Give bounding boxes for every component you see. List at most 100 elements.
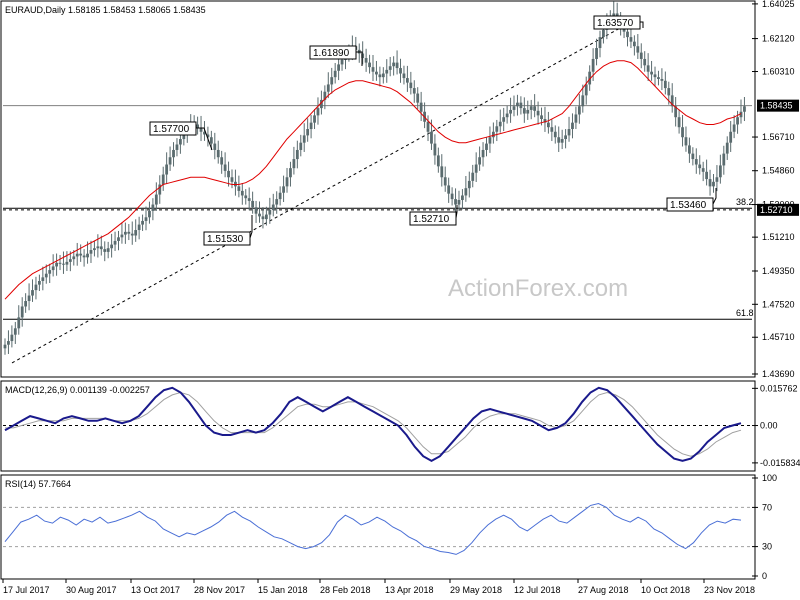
candle-body (134, 230, 138, 236)
candle-body (330, 77, 334, 85)
candle-body (295, 149, 299, 160)
candle-body (722, 153, 726, 166)
candle-body (560, 139, 564, 143)
candle-body (158, 184, 162, 195)
rsi-line (4, 502, 742, 555)
candle-body (660, 78, 664, 81)
candle-body (505, 113, 509, 118)
candle-body (292, 159, 296, 169)
candle-body (172, 149, 175, 158)
candle-body (13, 328, 17, 335)
candle-body (632, 41, 636, 47)
candle-body (247, 198, 251, 201)
candle-body (474, 164, 478, 173)
candle-body (708, 179, 712, 187)
candle-body (316, 108, 320, 116)
candle-body (302, 135, 306, 143)
candle-body (450, 193, 454, 200)
candle-body (3, 344, 7, 349)
candle-body (729, 131, 733, 143)
rsi-tick-label: 100 (762, 473, 777, 483)
candle-body (574, 114, 578, 123)
x-tick-label: 30 Aug 2017 (66, 585, 117, 595)
candle-body (340, 59, 344, 65)
current-price-label: 1.58435 (760, 101, 793, 111)
x-tick-label: 13 Apr 2018 (385, 585, 434, 595)
candle-body (278, 192, 282, 200)
x-tick-label: 23 Nov 2018 (704, 585, 755, 595)
candle-body (24, 301, 28, 307)
candle-body (553, 131, 557, 138)
candle-body (175, 144, 179, 150)
candle-body (165, 164, 169, 175)
macd-title: MACD(12,26,9) 0.001139 -0.002257 (5, 385, 150, 395)
candle-body (684, 137, 688, 146)
candle-body (526, 109, 530, 114)
candle-body (203, 131, 206, 135)
candle-body (79, 253, 83, 256)
price-tick-label: 1.62120 (762, 34, 795, 44)
candle-body (643, 58, 647, 66)
candle-body (701, 168, 705, 172)
candle-body (271, 204, 275, 211)
candle-body (123, 231, 127, 235)
annotation-leader (249, 215, 253, 239)
candle-body (650, 71, 653, 75)
macd-tick-label: 0.00 (760, 421, 778, 431)
candle-body (99, 246, 103, 250)
candle-body (405, 78, 409, 83)
candle-body (602, 29, 605, 38)
candle-body (264, 214, 268, 220)
macd-plot: 0.015762 0.00 -0.015834 (3, 383, 800, 468)
candle-body (471, 172, 475, 181)
candle-body (240, 190, 244, 196)
candle-body (392, 62, 396, 67)
candle-body (629, 37, 633, 42)
candle-body (282, 186, 285, 193)
horizontal-levels (3, 105, 752, 320)
price-tick-label: 1.56710 (762, 132, 795, 142)
candle-body (333, 70, 337, 78)
x-tick-label: 13 Oct 2017 (131, 585, 180, 595)
candle-body (371, 67, 375, 72)
candle-body (705, 171, 709, 180)
annotation-label: 1.52710 (413, 214, 450, 225)
candle-body (529, 106, 533, 110)
candle-body (584, 84, 588, 96)
price-y-axis: 1.64025 1.62120 1.60310 1.58435 1.56710 1.548… (752, 0, 799, 379)
candle-body (44, 273, 48, 278)
candle-body (254, 207, 258, 214)
candle-body (454, 199, 457, 205)
annotation-leader (455, 205, 458, 219)
macd-tick-label: -0.015834 (760, 458, 800, 468)
candle-body (306, 129, 310, 136)
candle-body (464, 188, 468, 196)
candle-body (715, 177, 719, 182)
candle-body (491, 131, 495, 138)
candle-body (736, 117, 739, 125)
candle-body (467, 180, 471, 189)
price-tick-label: 1.43690 (762, 369, 795, 379)
candle-body (209, 137, 213, 144)
candle-body (258, 213, 261, 217)
annotation-leader (196, 127, 213, 151)
x-axis: 17 Jul 2017 30 Aug 2017 13 Oct 2017 28 Nov … (2, 579, 755, 595)
candle-body (89, 250, 93, 254)
candle-body (436, 155, 440, 167)
candle-body (7, 341, 10, 345)
candle-body (485, 143, 488, 150)
price-tick-label: 1.45710 (762, 332, 795, 342)
candle-body (557, 137, 561, 143)
candle-body (62, 263, 65, 265)
candle-body (381, 73, 385, 78)
candle-body (639, 52, 643, 59)
price-tick-label: 1.49350 (762, 266, 795, 276)
candle-body (110, 244, 114, 249)
candle-body (447, 185, 451, 194)
candle-body (743, 106, 746, 112)
candle-body (41, 277, 45, 281)
candle-body (577, 106, 581, 115)
candle-body (86, 253, 89, 258)
rsi-tick-label: 0 (762, 571, 767, 581)
